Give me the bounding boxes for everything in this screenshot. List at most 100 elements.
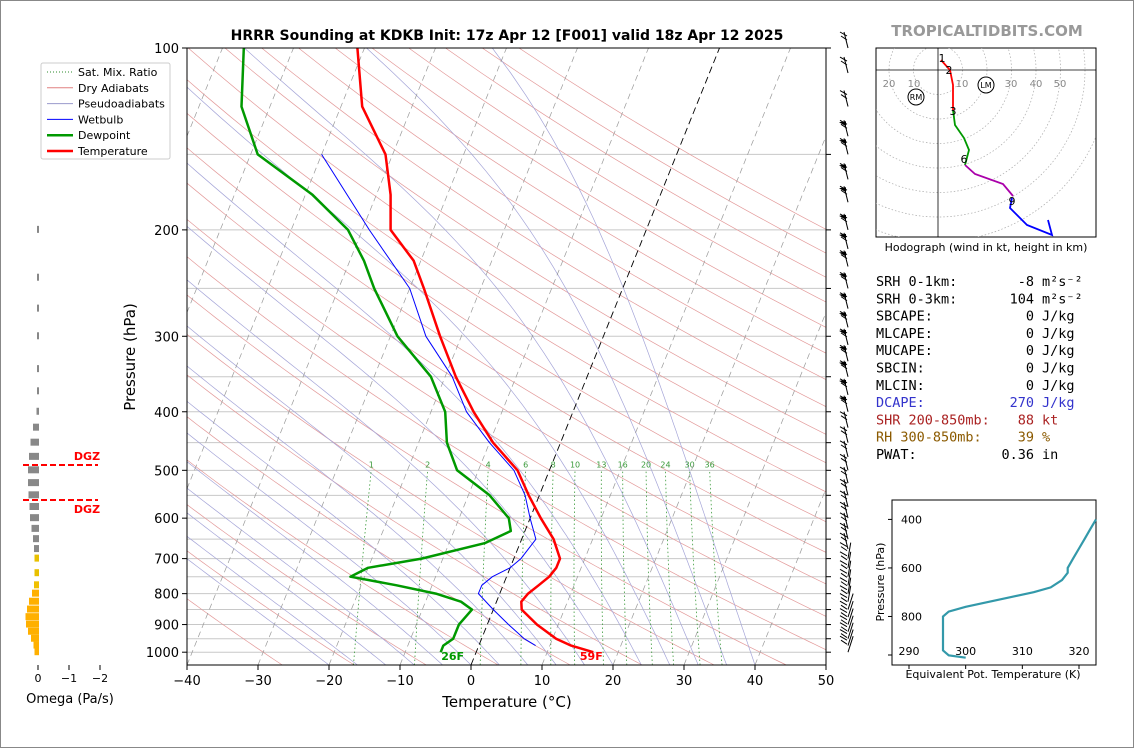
wind-barb <box>839 378 849 395</box>
omega-bar <box>37 365 39 373</box>
barb-feather <box>840 60 848 66</box>
index-label: MLCIN: <box>876 378 925 394</box>
dry-adiabat <box>187 333 715 665</box>
wind-barb <box>839 411 849 428</box>
pseudoadiabat <box>366 48 727 665</box>
barb-feather <box>839 522 848 528</box>
omega-bar <box>37 225 39 233</box>
barb-feather <box>839 250 848 255</box>
wind-barb <box>839 568 852 586</box>
legend-label: Dewpoint <box>78 129 131 142</box>
isotherm-line <box>0 48 10 665</box>
barb-feather <box>840 141 848 147</box>
x-tick-label: 50 <box>818 674 835 689</box>
index-label: MUCAPE: <box>876 343 933 359</box>
pseudoadiabat <box>187 225 614 665</box>
wind-barb <box>839 551 852 568</box>
index-unit: J/kg <box>1042 309 1075 325</box>
omega-bar <box>37 387 39 395</box>
omega-bar <box>28 479 39 487</box>
wind-barb <box>839 360 849 377</box>
barb-feather <box>839 577 848 583</box>
barb-feather <box>840 314 848 320</box>
barb-shaft <box>847 608 854 625</box>
omega-bar <box>37 304 39 312</box>
barb-shaft <box>847 622 854 639</box>
wind-barb <box>839 622 854 639</box>
omega-bar <box>36 407 39 415</box>
barb-feather <box>840 564 848 570</box>
dry-adiabat <box>187 218 826 617</box>
hodograph-height-label: 1 <box>939 52 946 65</box>
x-tick-label: −10 <box>386 674 413 689</box>
legend-label: Dry Adiabats <box>78 82 149 95</box>
barb-feather <box>840 639 848 645</box>
theta-e-xtick-label: 310 <box>1012 645 1033 658</box>
wind-barbs <box>839 31 854 653</box>
wind-barb <box>839 478 849 496</box>
wind-barb <box>839 501 849 519</box>
barb-feather <box>840 415 848 421</box>
x-tick-label: 40 <box>747 674 764 689</box>
omega-bar <box>32 589 39 597</box>
x-tick-label: −30 <box>244 674 271 689</box>
mixing-ratio-label: 20 <box>641 460 651 469</box>
legend-box <box>40 62 171 160</box>
mixing-ratio-line <box>709 470 723 665</box>
omega-bar <box>34 545 39 553</box>
wind-barb <box>839 453 849 471</box>
y-tick-label: 500 <box>154 464 179 479</box>
zero-isotherm <box>470 48 720 665</box>
x-axis-label: Temperature (°C) <box>441 693 571 711</box>
dry-adiabat <box>371 48 826 328</box>
barb-feather <box>840 516 848 522</box>
barb-feather <box>840 296 848 302</box>
mixing-ratio-label: 2 <box>425 460 430 469</box>
pseudoadiabat <box>187 400 500 665</box>
dry-adiabat <box>187 416 571 665</box>
barb-feather <box>839 585 848 591</box>
barb-feather <box>840 505 848 511</box>
profile-lines: 26F 59F <box>240 48 603 663</box>
wind-barb <box>839 31 849 49</box>
theta-e-panel: 290 300 310 320 400 600 800 <box>888 499 1097 669</box>
index-unit: kt <box>1042 412 1058 428</box>
barb-feather <box>839 629 848 634</box>
barb-feather <box>839 608 848 613</box>
barb-shaft <box>847 560 852 577</box>
barb-feather <box>839 512 848 518</box>
barb-shaft <box>847 585 852 602</box>
wind-barb <box>839 532 849 550</box>
omega-tick-label: −2 <box>92 672 108 685</box>
wind-barb <box>839 137 849 155</box>
index-value: -8 <box>1018 274 1034 290</box>
barb-feather <box>839 560 848 566</box>
index-value: 0 <box>1026 361 1034 377</box>
wind-barb <box>839 395 849 412</box>
wind-barb <box>839 635 854 653</box>
omega-bar <box>37 273 39 281</box>
barb-feather <box>839 551 848 557</box>
index-label: DCAPE: <box>876 395 925 411</box>
index-label: SHR 200-850mb: <box>876 412 990 428</box>
hodograph-ring-label: 10 <box>908 79 921 90</box>
barb-feather <box>839 232 848 238</box>
wind-barb <box>839 185 849 203</box>
omega-bar <box>34 648 39 656</box>
barb-feather <box>839 31 848 37</box>
mixing-ratio-line <box>353 470 372 665</box>
dgz-label: DGZ <box>74 503 100 516</box>
isotherm-line <box>187 48 365 490</box>
y-tick-label: 1000 <box>146 646 179 661</box>
wind-barb <box>839 466 849 484</box>
hodograph-height-label: 6 <box>961 153 968 166</box>
barb-feather <box>840 536 848 542</box>
wind-barb <box>839 585 852 602</box>
barb-feather <box>840 94 848 99</box>
mixing-ratio-label: 8 <box>551 460 556 469</box>
barb-feather <box>839 490 848 496</box>
barb-feather <box>839 272 848 277</box>
legend-label: Pseudoadiabats <box>78 98 165 111</box>
hodograph-ring-label: 20 <box>883 79 896 90</box>
